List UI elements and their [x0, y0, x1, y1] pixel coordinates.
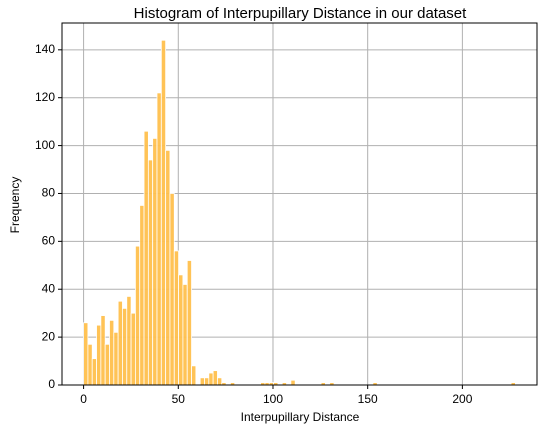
bar	[139, 205, 145, 386]
x-tick-label: 0	[80, 392, 87, 406]
bar	[165, 149, 171, 386]
plot-frame	[61, 22, 538, 386]
x-axis-label: Interpupillary Distance	[241, 410, 360, 424]
bar	[169, 193, 175, 386]
bar	[87, 343, 93, 386]
bar	[135, 245, 141, 386]
bar	[212, 370, 218, 386]
bar	[290, 379, 296, 386]
bar	[96, 324, 102, 386]
bar	[186, 260, 192, 386]
bar	[143, 130, 149, 386]
y-tick-label: 60	[42, 234, 56, 248]
bar	[126, 296, 132, 386]
bar	[109, 319, 115, 386]
bar	[104, 343, 110, 386]
bar	[217, 377, 223, 386]
bar	[173, 250, 179, 386]
bar	[100, 315, 106, 386]
bar	[152, 137, 158, 386]
y-tick-label: 100	[35, 138, 55, 152]
x-tick-label: 50	[172, 392, 186, 406]
bar	[147, 159, 154, 386]
y-tick-label: 120	[35, 90, 55, 104]
bar	[113, 331, 119, 386]
y-tick-label: 0	[48, 377, 55, 391]
bar	[191, 365, 197, 386]
y-tick-label: 20	[42, 329, 56, 343]
x-tick-label: 100	[263, 392, 283, 406]
bar	[199, 377, 205, 386]
bar	[91, 358, 97, 386]
y-tick-label: 80	[42, 186, 56, 200]
x-tick-label: 200	[452, 392, 472, 406]
bar	[178, 274, 184, 386]
y-tick-label: 40	[42, 281, 56, 295]
bar	[182, 284, 188, 386]
bar	[117, 300, 123, 386]
x-tick-label: 150	[358, 392, 378, 406]
bar	[122, 307, 128, 386]
bar	[83, 322, 89, 386]
chart-title: Histogram of Interpupillary Distance in …	[134, 5, 467, 22]
bar	[130, 312, 136, 386]
y-tick-label: 140	[35, 42, 55, 56]
bar	[208, 372, 214, 386]
bar	[160, 39, 167, 386]
y-axis-label: Frequency	[8, 177, 22, 234]
bar	[204, 377, 210, 386]
bar	[156, 92, 162, 386]
